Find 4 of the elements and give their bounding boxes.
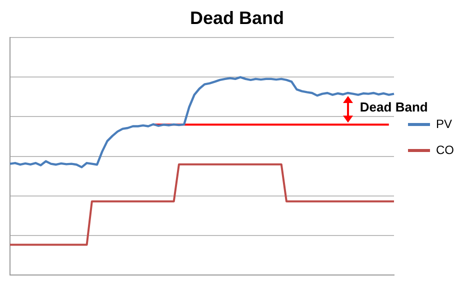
legend-label: PV bbox=[436, 116, 452, 131]
annotation: Dead Band bbox=[360, 99, 428, 114]
legend-label: CO bbox=[436, 142, 454, 157]
chart-title: Dead Band bbox=[190, 8, 284, 28]
